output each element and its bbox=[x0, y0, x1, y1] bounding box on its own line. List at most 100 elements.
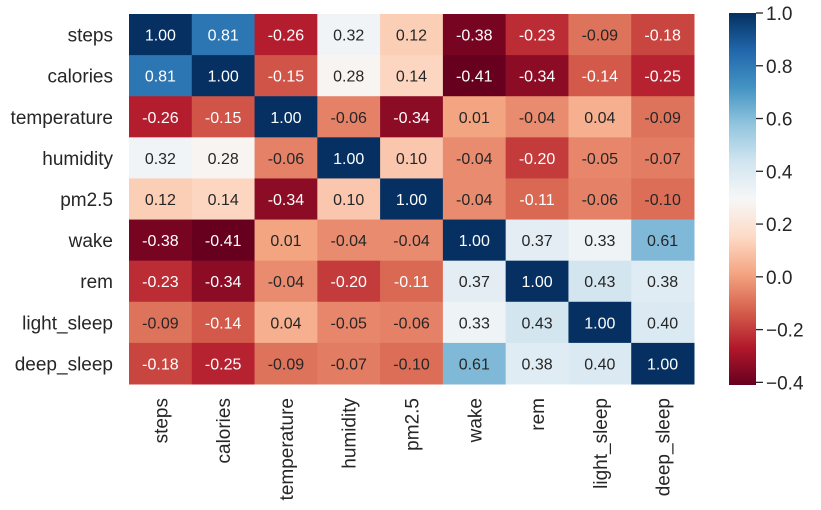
cell-value-label: -0.14 bbox=[205, 315, 242, 332]
heatmap-cell-rem-rem bbox=[505, 260, 569, 303]
colorbar-tick-label: 0.8 bbox=[766, 57, 792, 78]
cell-value-label: 0.32 bbox=[145, 151, 176, 168]
cell-value-label: 0.32 bbox=[333, 28, 364, 45]
cell-value-label: -0.26 bbox=[142, 110, 179, 127]
heatmap-cell-deep_sleep-deep_sleep bbox=[631, 342, 695, 385]
heatmap-cell-steps-light_sleep bbox=[568, 14, 632, 56]
row-label-pm2.5: pm2.5 bbox=[60, 190, 113, 211]
heatmap-cell-pm2.5-rem bbox=[505, 178, 569, 221]
heatmap-cell-temperature-wake bbox=[442, 96, 507, 138]
cell-value-label: 1.00 bbox=[521, 274, 552, 291]
cell-value-label: -0.09 bbox=[644, 110, 681, 127]
heatmap-cell-humidity-rem bbox=[505, 137, 569, 179]
heatmap-cell-wake-steps bbox=[129, 219, 193, 262]
cell-value-label: 0.38 bbox=[647, 274, 678, 291]
cell-value-label: 1.00 bbox=[584, 315, 615, 332]
heatmap-cell-calories-temperature bbox=[254, 55, 318, 97]
cell-value-label: -0.14 bbox=[582, 69, 619, 86]
cell-value-label: 0.38 bbox=[521, 356, 552, 373]
cell-value-label: 0.61 bbox=[647, 233, 678, 250]
cell-value-label: 1.00 bbox=[145, 28, 176, 45]
row-label-temperature: temperature bbox=[11, 108, 113, 129]
column-label-temperature: temperature bbox=[277, 398, 298, 500]
heatmap-cell-deep_sleep-rem bbox=[505, 342, 569, 385]
heatmap-cell-humidity-steps bbox=[129, 137, 193, 179]
cell-value-label: 1.00 bbox=[459, 233, 490, 250]
cell-value-label: -0.05 bbox=[330, 315, 367, 332]
heatmap-cell-light_sleep-light_sleep bbox=[568, 301, 632, 344]
cell-value-label: 0.14 bbox=[208, 192, 239, 209]
colorbar-tick-label: 0.0 bbox=[766, 268, 792, 289]
cell-value-label: -0.25 bbox=[205, 356, 242, 373]
cell-value-label: 1.00 bbox=[396, 192, 427, 209]
cell-value-label: 0.40 bbox=[647, 315, 678, 332]
cell-value-label: 0.01 bbox=[270, 233, 301, 250]
cell-value-label: -0.04 bbox=[456, 151, 493, 168]
row-label-light_sleep: light_sleep bbox=[22, 313, 113, 334]
heatmap-cell-temperature-pm2.5 bbox=[380, 96, 444, 138]
heatmap-cell-calories-pm2.5 bbox=[380, 55, 444, 97]
cell-value-label: -0.26 bbox=[268, 28, 305, 45]
heatmap-cell-steps-temperature bbox=[254, 14, 318, 56]
cell-value-label: -0.15 bbox=[268, 69, 305, 86]
cell-value-label: -0.09 bbox=[582, 28, 619, 45]
cell-value-label: 0.10 bbox=[333, 192, 364, 209]
heatmap-cell-humidity-light_sleep bbox=[568, 137, 632, 179]
heatmap-cell-humidity-temperature bbox=[254, 137, 318, 179]
column-label-deep_sleep: deep_sleep bbox=[654, 398, 675, 496]
heatmap-cell-calories-light_sleep bbox=[568, 55, 632, 97]
heatmap-cell-light_sleep-calories bbox=[191, 301, 256, 344]
heatmap-cell-steps-humidity bbox=[317, 14, 381, 56]
cell-value-label: -0.34 bbox=[393, 110, 430, 127]
cell-value-label: 0.37 bbox=[459, 274, 490, 291]
cell-value-label: 0.61 bbox=[459, 356, 490, 373]
heatmap-cell-steps-calories bbox=[191, 14, 256, 56]
heatmap-cell-calories-deep_sleep bbox=[631, 55, 695, 97]
heatmap-cell-wake-light_sleep bbox=[568, 219, 632, 262]
cell-value-label: -0.04 bbox=[393, 233, 430, 250]
heatmap-cell-steps-deep_sleep bbox=[631, 14, 695, 56]
cell-value-label: -0.06 bbox=[582, 192, 619, 209]
colorbar-tick-label: −0.2 bbox=[766, 321, 804, 342]
cell-value-label: -0.09 bbox=[268, 356, 305, 373]
cell-value-label: -0.18 bbox=[644, 28, 681, 45]
cell-value-label: -0.10 bbox=[644, 192, 681, 209]
heatmap-cell-rem-temperature bbox=[254, 260, 318, 303]
heatmap-cell-humidity-calories bbox=[191, 137, 256, 179]
heatmap-cell-deep_sleep-wake bbox=[442, 342, 507, 385]
heatmap-cell-pm2.5-humidity bbox=[317, 178, 381, 221]
cell-value-label: -0.18 bbox=[142, 356, 179, 373]
heatmap-cell-rem-pm2.5 bbox=[380, 260, 444, 303]
cell-value-label: -0.11 bbox=[519, 192, 554, 209]
cell-value-label: -0.25 bbox=[644, 69, 681, 86]
cell-value-label: -0.05 bbox=[582, 151, 619, 168]
heatmap-cell-temperature-deep_sleep bbox=[631, 96, 695, 138]
cell-value-label: -0.10 bbox=[393, 356, 430, 373]
column-label-pm2.5: pm2.5 bbox=[403, 398, 424, 451]
heatmap-cell-light_sleep-pm2.5 bbox=[380, 301, 444, 344]
cell-value-label: -0.06 bbox=[393, 315, 430, 332]
cell-value-label: -0.04 bbox=[519, 110, 556, 127]
column-label-steps: steps bbox=[151, 398, 172, 443]
heatmap-cell-wake-wake bbox=[442, 219, 507, 262]
heatmap-cells: 1.00 0.81 -0.26 0.32 0.12 -0.38 -0.23 -0.09 -0.1… bbox=[129, 14, 695, 385]
cell-value-label: 0.14 bbox=[396, 69, 427, 86]
colorbar-gradient bbox=[729, 13, 756, 385]
heatmap-cell-rem-wake bbox=[442, 260, 507, 303]
heatmap-cell-wake-deep_sleep bbox=[631, 219, 695, 262]
heatmap-cell-steps-wake bbox=[442, 14, 507, 56]
heatmap-cell-pm2.5-temperature bbox=[254, 178, 318, 221]
cell-value-label: 0.33 bbox=[459, 315, 490, 332]
row-label-steps: steps bbox=[68, 26, 113, 47]
heatmap-cell-light_sleep-steps bbox=[129, 301, 193, 344]
heatmap-cell-light_sleep-temperature bbox=[254, 301, 318, 344]
colorbar-ticks: 1.0 0.8 0.6 0.4 0.2 0.0 −0.2 −0.4 bbox=[756, 4, 804, 394]
cell-value-label: 0.37 bbox=[521, 233, 552, 250]
heatmap-cell-deep_sleep-calories bbox=[191, 342, 256, 385]
cell-value-label: 1.00 bbox=[270, 110, 301, 127]
heatmap-cell-wake-calories bbox=[191, 219, 256, 262]
row-labels: steps calories temperature humidity pm2.5 wak… bbox=[11, 26, 114, 376]
heatmap-cell-rem-calories bbox=[191, 260, 256, 303]
cell-value-label: -0.09 bbox=[142, 315, 179, 332]
cell-value-label: 0.81 bbox=[145, 69, 176, 86]
